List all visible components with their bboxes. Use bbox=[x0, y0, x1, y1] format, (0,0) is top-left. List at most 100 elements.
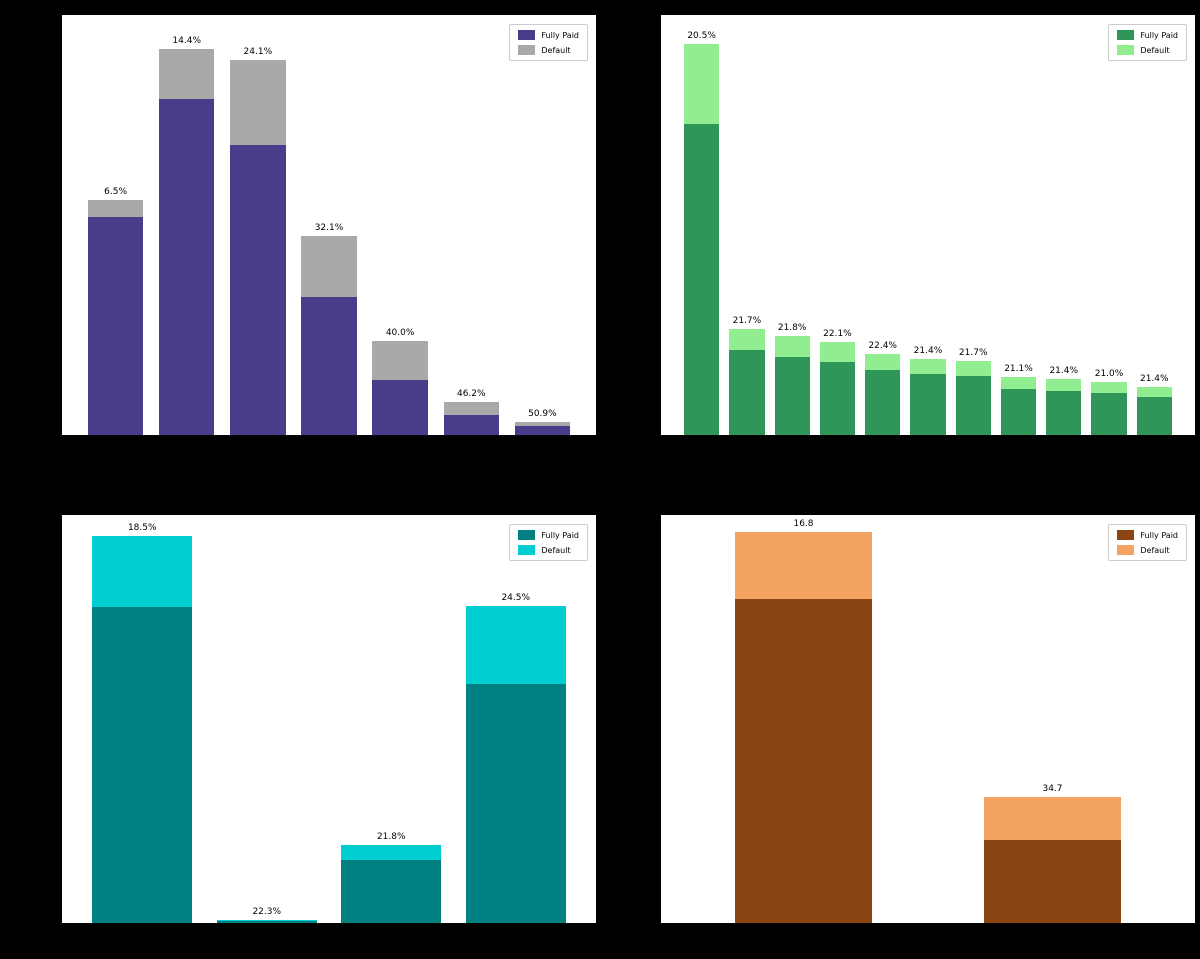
legend-swatch bbox=[518, 545, 536, 555]
legend-swatch bbox=[1117, 530, 1135, 540]
bar-value-label: 40.0% bbox=[385, 327, 415, 338]
bar bbox=[92, 535, 193, 923]
legend-item: Default bbox=[518, 45, 579, 55]
bar-value-label: 20.5% bbox=[687, 31, 716, 42]
legend-swatch bbox=[518, 30, 536, 40]
bar bbox=[230, 60, 286, 435]
bar-segment-default bbox=[443, 401, 500, 415]
legend-swatch bbox=[518, 530, 536, 540]
bar-group: 21.1% bbox=[996, 15, 1041, 435]
bar-value-label: 22.1% bbox=[823, 328, 852, 339]
bar-segment-default bbox=[819, 341, 856, 362]
bar-group: 16.8 bbox=[679, 515, 928, 923]
bar-group: 50.9% bbox=[507, 15, 578, 435]
bar-segment-fully-paid bbox=[465, 683, 566, 923]
chart-panel-bottom-left: 18.5% 22.3% 21.8% 24.5% Fully Paid Default bbox=[62, 515, 596, 923]
bar-value-label: 21.4% bbox=[913, 346, 943, 356]
legend-item: Default bbox=[518, 545, 579, 555]
bar-group: 21.4% bbox=[905, 15, 950, 435]
bar-value-label: 22.4% bbox=[868, 340, 897, 351]
bar-group: 21.8% bbox=[770, 15, 815, 435]
bar bbox=[1136, 387, 1172, 435]
bar-segment-default bbox=[955, 361, 991, 377]
bar-value-label: 34.7 bbox=[1042, 784, 1063, 795]
legend-label: Fully Paid bbox=[541, 30, 579, 40]
bar bbox=[158, 49, 215, 435]
bar-segment-fully-paid bbox=[92, 606, 193, 923]
bar-segment-default bbox=[735, 532, 872, 600]
legend-label: Fully Paid bbox=[1140, 530, 1178, 540]
bar-value-label: 6.5% bbox=[104, 187, 127, 198]
bars-area: 16.8 34.7 bbox=[661, 515, 1195, 923]
bar-group: 22.1% bbox=[815, 15, 860, 435]
bar bbox=[372, 340, 428, 435]
bar bbox=[216, 919, 317, 923]
bar-segment-fully-paid bbox=[87, 217, 144, 435]
bar-segment-default bbox=[683, 44, 720, 125]
bar-value-label: 21.7% bbox=[732, 316, 762, 327]
bar-segment-default bbox=[910, 359, 946, 375]
bar-group: 40.0% bbox=[365, 15, 436, 435]
legend: Fully Paid Default bbox=[1108, 524, 1187, 561]
bar-segment-fully-paid bbox=[955, 376, 991, 435]
bar-segment-fully-paid bbox=[301, 296, 357, 435]
bar-group: 24.5% bbox=[454, 515, 579, 923]
legend-swatch bbox=[1117, 45, 1135, 55]
bar-group: 32.1% bbox=[293, 15, 364, 435]
bar-value-label: 21.8% bbox=[777, 322, 807, 333]
legend-swatch bbox=[1117, 30, 1135, 40]
bar-value-label: 24.5% bbox=[501, 593, 531, 603]
legend: Fully Paid Default bbox=[1108, 24, 1187, 61]
bar bbox=[683, 44, 720, 435]
bar-group: 34.7 bbox=[928, 515, 1177, 923]
bar-segment-default bbox=[514, 422, 571, 427]
bar bbox=[465, 606, 566, 923]
bar-segment-fully-paid bbox=[514, 426, 571, 435]
bar-segment-default bbox=[774, 335, 810, 357]
bar-segment-fully-paid bbox=[729, 350, 765, 435]
bar-group: 22.4% bbox=[860, 15, 905, 435]
bar-segment-default bbox=[341, 844, 442, 861]
bar bbox=[341, 844, 442, 923]
bar-segment-fully-paid bbox=[683, 124, 720, 435]
bar-segment-fully-paid bbox=[819, 361, 856, 435]
bar-group: 24.1% bbox=[222, 15, 293, 435]
bar-value-label: 21.7% bbox=[958, 348, 988, 359]
bar-segment-default bbox=[92, 535, 193, 607]
bar-segment-fully-paid bbox=[774, 356, 810, 435]
bar-segment-default bbox=[465, 606, 566, 684]
legend-label: Default bbox=[541, 545, 571, 555]
legend-item: Fully Paid bbox=[1117, 30, 1178, 40]
bars-area: 6.5% 14.4% 24.1% 32.1% 40.0% 46.2% 50.9% bbox=[62, 15, 596, 435]
bar-segment-default bbox=[372, 340, 428, 380]
legend-item: Fully Paid bbox=[518, 30, 579, 40]
bar-value-label: 50.9% bbox=[528, 409, 557, 419]
bar bbox=[514, 422, 571, 435]
bar-segment-fully-paid bbox=[341, 860, 442, 923]
bar-value-label: 46.2% bbox=[456, 388, 486, 399]
bar-segment-default bbox=[1136, 387, 1172, 398]
bar-segment-fully-paid bbox=[1000, 388, 1037, 435]
bar-group: 21.7% bbox=[724, 15, 769, 435]
bar bbox=[865, 353, 901, 435]
bar-segment-default bbox=[216, 919, 317, 921]
legend-item: Default bbox=[1117, 45, 1178, 55]
bar-segment-default bbox=[729, 329, 765, 351]
bar-segment-default bbox=[1000, 376, 1037, 389]
bar-value-label: 21.4% bbox=[1049, 365, 1079, 376]
bar bbox=[910, 359, 946, 435]
bar bbox=[955, 361, 991, 435]
bar-value-label: 22.3% bbox=[252, 906, 282, 917]
bar-segment-fully-paid bbox=[158, 99, 215, 435]
bar bbox=[1000, 376, 1037, 435]
legend-label: Fully Paid bbox=[1140, 30, 1178, 40]
legend-item: Fully Paid bbox=[1117, 530, 1178, 540]
bar-segment-default bbox=[1046, 378, 1082, 391]
bar-segment-fully-paid bbox=[443, 414, 500, 435]
legend-label: Default bbox=[1140, 45, 1170, 55]
bar-segment-fully-paid bbox=[372, 379, 428, 435]
bar bbox=[984, 797, 1121, 923]
chart-panel-top-left: 6.5% 14.4% 24.1% 32.1% 40.0% 46.2% 50.9% Fully… bbox=[62, 15, 596, 435]
legend-label: Default bbox=[541, 45, 571, 55]
